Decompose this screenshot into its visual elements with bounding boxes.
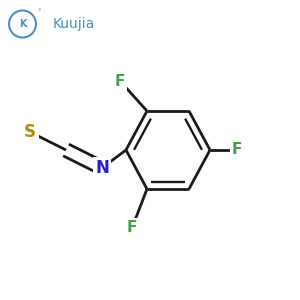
Text: F: F	[232, 142, 242, 158]
Text: °: °	[37, 9, 41, 15]
Text: S: S	[24, 123, 36, 141]
Text: Kuujia: Kuujia	[52, 17, 95, 31]
Text: F: F	[115, 74, 125, 88]
Text: K: K	[19, 19, 26, 29]
Text: N: N	[95, 159, 109, 177]
Text: F: F	[127, 220, 137, 236]
